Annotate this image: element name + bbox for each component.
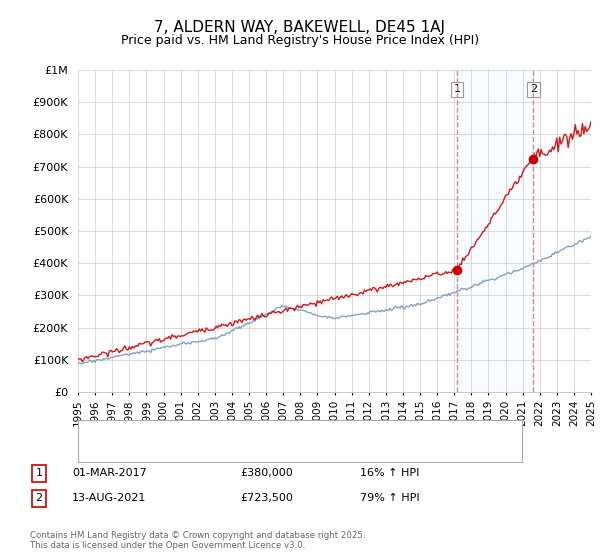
Text: 16% ↑ HPI: 16% ↑ HPI (360, 468, 419, 478)
Text: 79% ↑ HPI: 79% ↑ HPI (360, 493, 419, 503)
Text: Contains HM Land Registry data © Crown copyright and database right 2025.
This d: Contains HM Land Registry data © Crown c… (30, 531, 365, 550)
Text: £380,000: £380,000 (240, 468, 293, 478)
Text: 01-MAR-2017: 01-MAR-2017 (72, 468, 147, 478)
Text: £723,500: £723,500 (240, 493, 293, 503)
Text: 2: 2 (35, 493, 43, 503)
Text: 7, ALDERN WAY, BAKEWELL, DE45 1AJ: 7, ALDERN WAY, BAKEWELL, DE45 1AJ (155, 20, 445, 35)
Text: 1: 1 (454, 85, 461, 94)
Text: 2: 2 (530, 85, 537, 94)
Text: 13-AUG-2021: 13-AUG-2021 (72, 493, 146, 503)
Text: 7, ALDERN WAY, BAKEWELL, DE45 1AJ (detached house): 7, ALDERN WAY, BAKEWELL, DE45 1AJ (detac… (123, 427, 416, 437)
Text: Price paid vs. HM Land Registry's House Price Index (HPI): Price paid vs. HM Land Registry's House … (121, 34, 479, 46)
Text: HPI: Average price, detached house, Derbyshire Dales: HPI: Average price, detached house, Derb… (123, 448, 406, 458)
Text: 1: 1 (35, 468, 43, 478)
Bar (457, 70, 533, 392)
